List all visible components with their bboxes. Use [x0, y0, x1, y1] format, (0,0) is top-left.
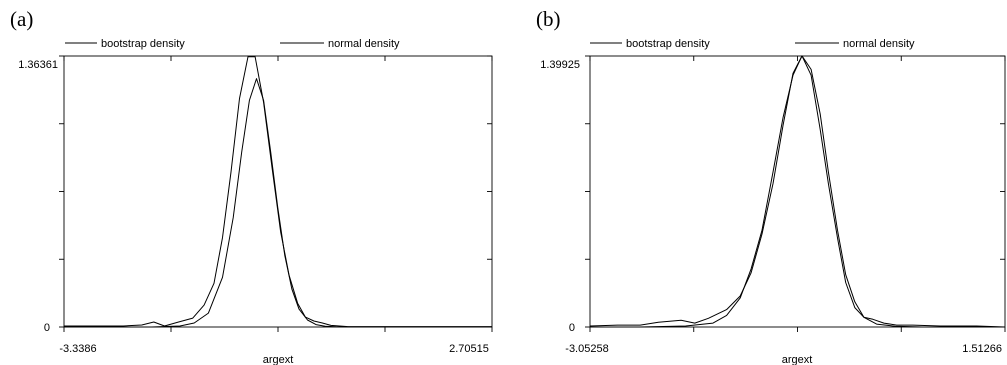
x-tick-label-min: -3.05258 [565, 343, 608, 355]
series-line-bootstrap-density [589, 55, 1006, 328]
legend-normal: normal density [843, 38, 915, 50]
series-line-bootstrap-density [64, 56, 492, 328]
plot-area [59, 55, 493, 332]
legend-bootstrap: bootstrap density [626, 38, 710, 50]
panel-b: (b) bootstrap density normal density 1.3… [536, 7, 1006, 365]
y-tick-label-min: 0 [569, 322, 575, 334]
x-axis-label: argext [782, 354, 813, 365]
plot-frame [63, 55, 493, 328]
plot-frame [589, 55, 1006, 328]
series-line-normal-density [64, 78, 492, 328]
panel-label: (b) [536, 7, 561, 31]
y-tick-label-min: 0 [44, 322, 50, 334]
x-axis-label: argext [263, 354, 294, 365]
x-tick-label-max: 2.70515 [449, 343, 489, 355]
panel-label: (a) [10, 7, 33, 31]
y-tick-label-max: 1.36361 [18, 59, 58, 71]
x-tick-label-max: 1.51266 [962, 343, 1002, 355]
panel-a: (a) bootstrap density normal density 1.3… [10, 7, 493, 365]
x-tick-label-min: -3.3386 [59, 343, 96, 355]
y-tick-label-max: 1.39925 [540, 59, 580, 71]
legend-bootstrap: bootstrap density [101, 38, 185, 50]
plot-area [585, 55, 1006, 332]
series-line-normal-density [590, 55, 1005, 328]
legend-normal: normal density [328, 38, 400, 50]
